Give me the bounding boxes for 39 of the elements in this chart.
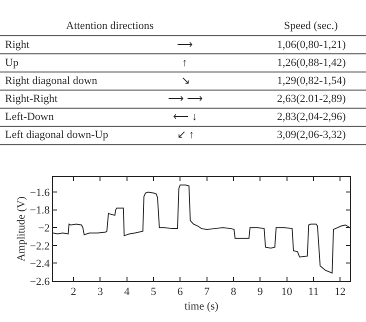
text: Right-Right bbox=[5, 93, 58, 105]
text: 3,09(2,06-3,32) bbox=[277, 129, 346, 141]
x-tick-label: 10 bbox=[281, 286, 293, 298]
text: 2,83(2,04-2,96) bbox=[277, 111, 346, 123]
text: ↑ bbox=[182, 57, 188, 69]
y-tick-label: −2 bbox=[38, 222, 50, 235]
text: 2,63(2.01-2,89) bbox=[277, 93, 346, 105]
text: ⟶ bbox=[177, 39, 193, 51]
x-tick-label: 5 bbox=[150, 286, 157, 298]
x-tick-label: 11 bbox=[308, 286, 319, 298]
text: ↙ ↑ bbox=[177, 129, 194, 141]
text: Left-Down bbox=[5, 111, 54, 123]
x-tick-label: 4 bbox=[124, 286, 130, 298]
text: ⟶ ⟶ bbox=[168, 93, 203, 105]
text: Attention directions bbox=[66, 20, 154, 32]
text: ↘ bbox=[181, 75, 190, 87]
text: Left diagonal down-Up bbox=[5, 129, 109, 141]
text: Right bbox=[5, 39, 30, 51]
y-tick-label: −2.4 bbox=[30, 258, 50, 270]
x-tick-label: 6 bbox=[177, 286, 184, 298]
x-tick-label: 7 bbox=[204, 286, 210, 298]
x-axis-title: time (s) bbox=[184, 300, 219, 312]
x-tick-label: 12 bbox=[334, 286, 346, 298]
y-axis-title: Amplitude (V) bbox=[15, 196, 28, 262]
text: 1,26(0,88-1,42) bbox=[277, 57, 346, 69]
y-tick-label: −1.6 bbox=[30, 186, 50, 199]
text: Speed (sec.) bbox=[284, 20, 338, 32]
x-tick-label: 2 bbox=[70, 286, 76, 298]
text: ⟵ ↓ bbox=[173, 111, 198, 123]
y-tick-label: −2.6 bbox=[30, 276, 50, 288]
text: 1,06(0,80-1,21) bbox=[277, 39, 346, 51]
text: 1,29(0,82-1,54) bbox=[277, 75, 346, 87]
text: Up bbox=[5, 57, 19, 69]
x-tick-label: 9 bbox=[257, 286, 264, 298]
y-tick-label: −2.2 bbox=[30, 240, 50, 252]
x-tick-label: 3 bbox=[97, 286, 104, 298]
x-tick-label: 8 bbox=[230, 286, 237, 298]
y-tick-label: −1.8 bbox=[30, 204, 50, 217]
text: Right diagonal down bbox=[5, 75, 98, 87]
